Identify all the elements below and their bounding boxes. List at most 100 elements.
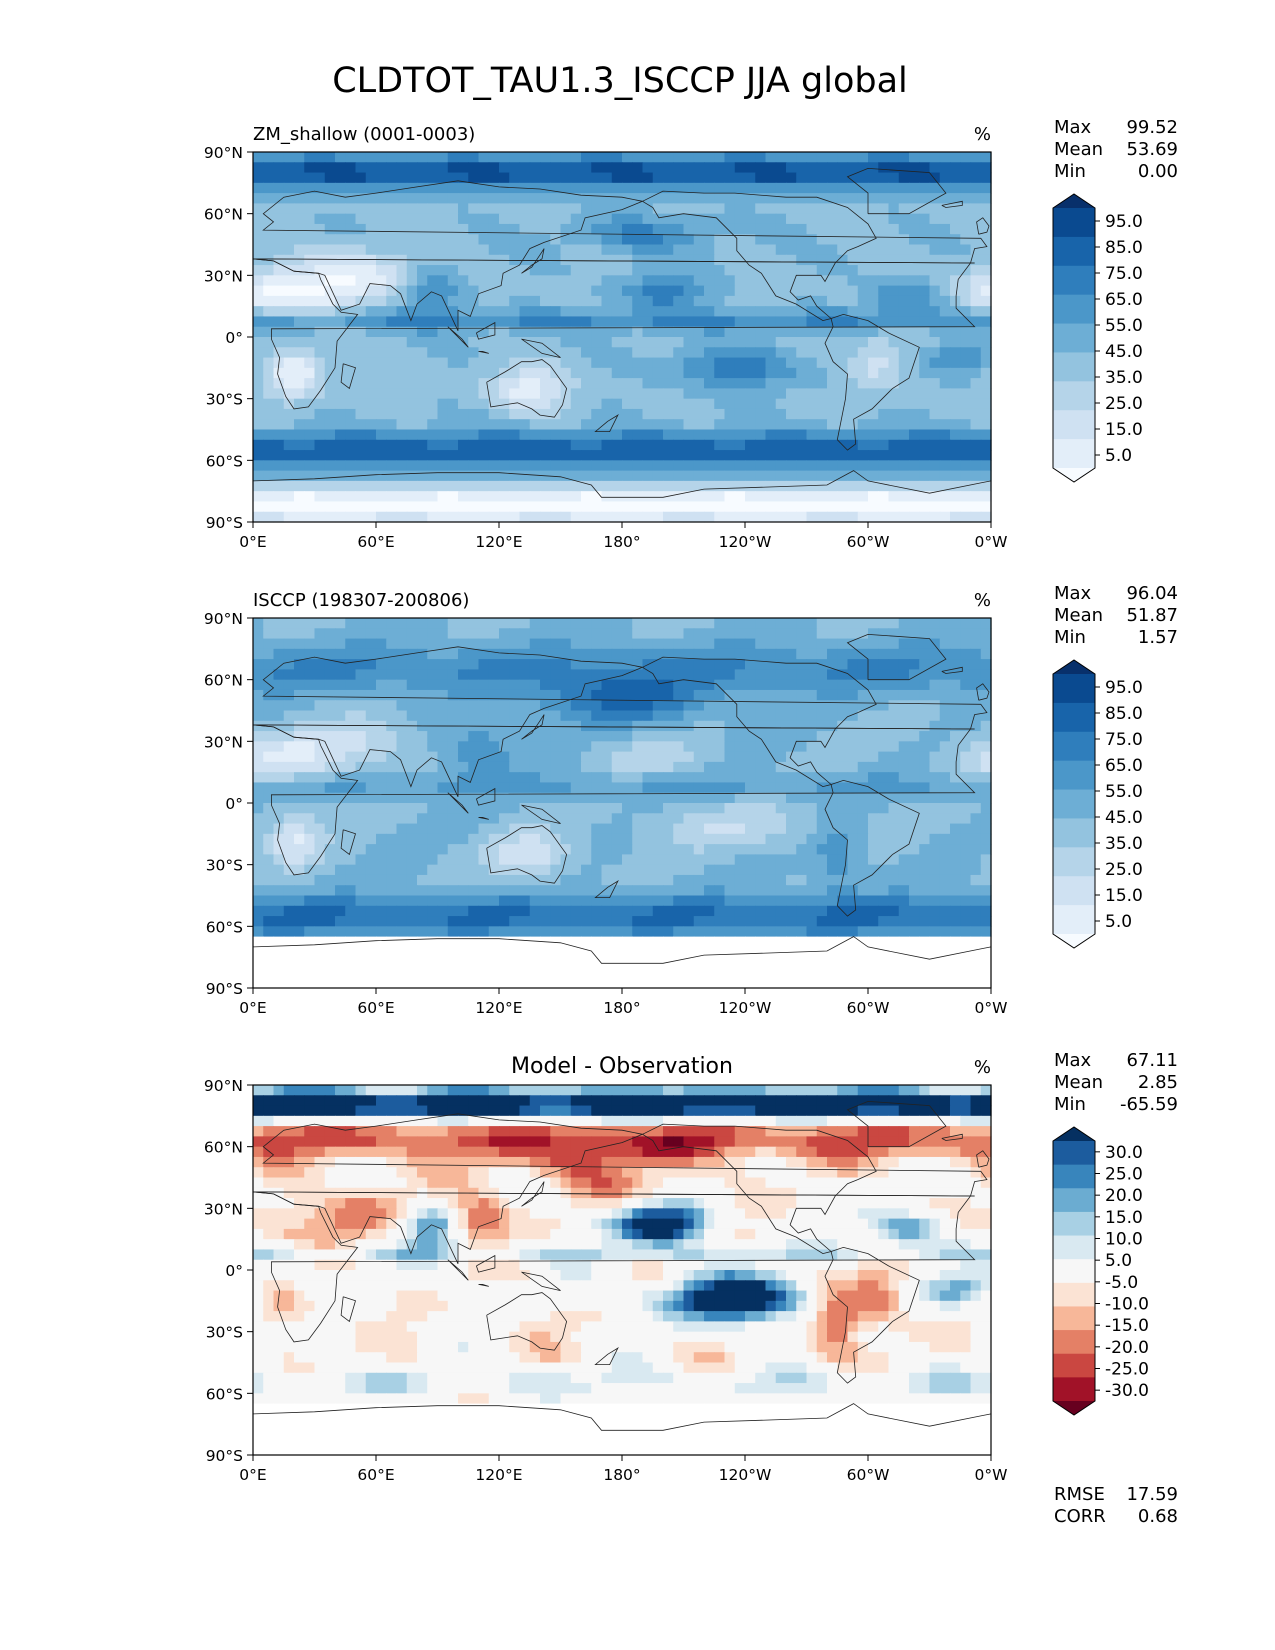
field-cell (960, 792, 972, 804)
field-cell (970, 275, 982, 287)
field-cell (488, 213, 500, 225)
field-cell (427, 638, 439, 650)
field-cell (488, 244, 500, 256)
field-cell (417, 813, 428, 825)
field-cell (509, 689, 521, 701)
field-cell (929, 223, 941, 235)
field-cell (775, 265, 787, 276)
field-cell (335, 378, 346, 389)
field-cell (253, 710, 264, 722)
field-cell (970, 316, 982, 328)
field-cell (632, 213, 644, 225)
field-cell (755, 285, 767, 297)
field-cell (898, 792, 910, 804)
field-cell (663, 295, 674, 307)
field-cell (581, 618, 592, 629)
field-cell (980, 367, 992, 379)
field-cell (263, 337, 275, 348)
field-cell (970, 480, 982, 492)
field-cell (960, 213, 972, 225)
field-cell (365, 772, 377, 784)
field-cell (591, 885, 603, 897)
field-cell (458, 450, 469, 461)
field-cell (827, 813, 838, 825)
field-cell (796, 905, 808, 917)
field-cell (806, 213, 818, 225)
field-cell (437, 854, 449, 866)
field-cell (980, 864, 992, 876)
field-cell (642, 244, 654, 256)
field-cell (816, 895, 828, 907)
field-cell (816, 874, 828, 886)
field-cell (468, 813, 480, 825)
field-cell (847, 193, 859, 204)
field-cell (304, 864, 316, 876)
field-cell (478, 182, 490, 194)
field-cell (909, 398, 920, 410)
field-cell (488, 347, 500, 359)
field-cell (919, 450, 931, 461)
field-cell (663, 439, 674, 451)
field-cell (734, 772, 746, 784)
field-cell (663, 782, 674, 794)
field-cell (693, 905, 705, 917)
field-cell (888, 710, 900, 722)
field-cell (714, 378, 726, 389)
field-cell (591, 182, 603, 194)
field-cell (980, 182, 992, 194)
field-cell (427, 895, 439, 907)
field-cell (601, 720, 613, 732)
field-cell (652, 398, 664, 410)
field-cell (980, 669, 992, 681)
field-cell (468, 285, 480, 297)
field-cell (714, 782, 726, 794)
field-cell (283, 936, 295, 948)
field-cell (304, 761, 316, 773)
field-cell (929, 720, 941, 732)
field-cell (888, 285, 900, 297)
field-cell (519, 854, 531, 866)
field-cell (560, 823, 572, 835)
field-cell (406, 295, 418, 307)
field-cell (827, 926, 838, 938)
field-cell (488, 803, 500, 814)
field-cell (929, 659, 941, 670)
field-cell (376, 347, 387, 359)
field-cell (427, 316, 439, 328)
field-cell (980, 720, 992, 732)
field-cell (663, 388, 674, 400)
field-cell (570, 316, 582, 328)
field-cell (745, 326, 756, 338)
field-cell (652, 823, 664, 835)
field-cell (960, 357, 972, 369)
field-cell (652, 648, 664, 660)
field-cell (304, 710, 316, 722)
field-cell (417, 700, 428, 712)
field-cell (396, 782, 408, 794)
field-cell (417, 203, 428, 215)
colorbar-tick-label: 45.0 (1105, 342, 1143, 362)
field-cell (847, 823, 859, 835)
stat-label: Mean (1054, 139, 1103, 160)
field-cell (755, 689, 767, 701)
field-cell (745, 429, 756, 441)
field-cell (796, 295, 808, 307)
field-cell (796, 275, 808, 287)
field-cell (827, 234, 838, 246)
field-cell (837, 659, 849, 670)
field-cell (950, 885, 961, 897)
field-cell (519, 659, 531, 670)
field-cell (458, 419, 469, 431)
field-cell (960, 669, 972, 681)
field-cell (345, 316, 357, 328)
field-cell (693, 429, 705, 441)
field-cell (540, 638, 551, 650)
field-cell (714, 628, 726, 640)
field-cell (857, 823, 869, 835)
field-cell (734, 470, 746, 482)
field-cell (253, 388, 264, 400)
field-cell (468, 419, 480, 431)
field-cell (806, 761, 818, 773)
field-cell (919, 689, 931, 701)
field-cell (980, 854, 992, 866)
